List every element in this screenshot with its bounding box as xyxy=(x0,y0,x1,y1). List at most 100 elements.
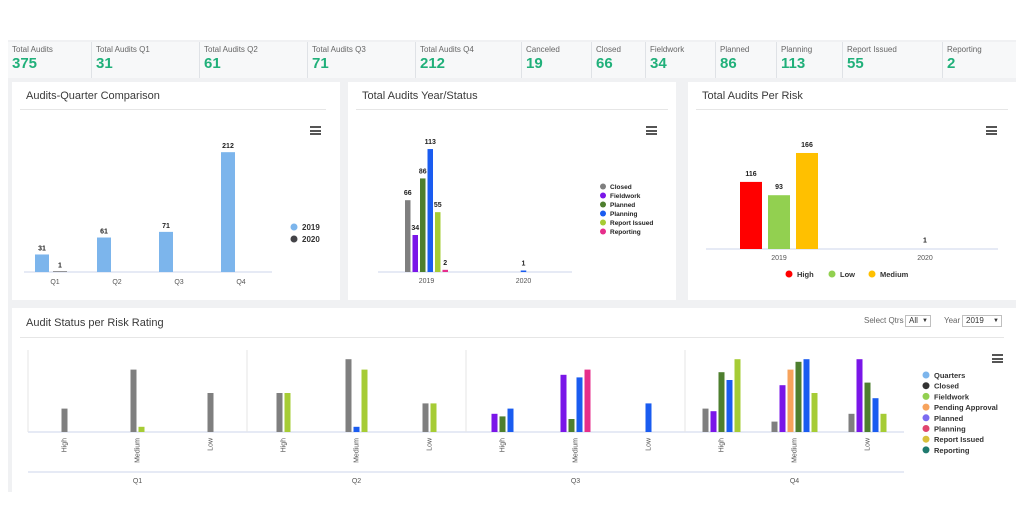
data-label: 1 xyxy=(923,237,927,244)
kpi-value: 71 xyxy=(312,55,329,72)
bar xyxy=(430,403,437,432)
legend-label: Report Issued xyxy=(934,435,984,444)
legend-marker xyxy=(922,425,930,432)
bar xyxy=(207,393,214,432)
panel-divider xyxy=(20,109,326,110)
chart-menu-icon[interactable] xyxy=(986,126,997,135)
category-label: Low xyxy=(865,437,872,451)
bar xyxy=(702,408,709,432)
x-tick-label: 2019 xyxy=(419,278,435,285)
bar xyxy=(718,372,725,432)
panel-title: Total Audits Year/Status xyxy=(362,90,478,102)
legend-label: Low xyxy=(840,270,855,279)
kpi-card: Total Audits 375 xyxy=(8,42,91,78)
kpi-value: 66 xyxy=(596,55,613,72)
x-tick-label: Q4 xyxy=(236,279,245,286)
chart-menu-icon[interactable] xyxy=(646,126,657,135)
data-label: 212 xyxy=(222,143,234,150)
category-label: Medium xyxy=(573,438,580,463)
bar xyxy=(734,359,741,432)
legend-marker xyxy=(922,446,930,454)
kpi-card: Total Audits Q1 31 xyxy=(91,42,199,78)
bar xyxy=(520,270,527,272)
legend-label: Planned xyxy=(934,414,964,423)
legend-label: Report Issued xyxy=(610,220,653,227)
data-label: 31 xyxy=(38,245,46,252)
chart-menu-icon[interactable] xyxy=(310,126,321,135)
data-label: 55 xyxy=(434,202,442,209)
legend-marker xyxy=(828,270,836,278)
x-tick-label: 2020 xyxy=(516,278,532,285)
chevron-down-icon: ▼ xyxy=(922,318,928,324)
kpi-value: 2 xyxy=(947,55,956,72)
dashboard: Total Audits 375 Total Audits Q1 31 Total Au… xyxy=(8,40,1016,492)
group-label: Q4 xyxy=(790,478,799,485)
legend-marker xyxy=(922,435,930,443)
data-label: 71 xyxy=(162,223,170,230)
kpi-card: Closed 66 xyxy=(591,42,645,78)
bar xyxy=(880,413,887,432)
bar xyxy=(795,361,802,432)
kpi-value: 375 xyxy=(12,55,38,72)
legend-label: Closed xyxy=(610,184,632,191)
bar xyxy=(35,254,49,272)
quarter-select-value: All xyxy=(909,316,918,325)
legend-label: Pending Approval xyxy=(934,403,998,412)
kpi-label: Closed xyxy=(596,45,621,54)
panel-divider xyxy=(20,337,1004,338)
legend-label: Fieldwork xyxy=(610,193,641,200)
data-label: 113 xyxy=(425,139,436,146)
category-label: High xyxy=(281,438,288,453)
legend-label: Planning xyxy=(610,211,637,218)
category-label: Low xyxy=(208,437,215,451)
kpi-card: Fieldwork 34 xyxy=(645,42,715,78)
bar xyxy=(726,380,733,432)
group-label: Q1 xyxy=(133,478,142,485)
bar xyxy=(442,269,448,272)
category-label: High xyxy=(719,438,726,453)
kpi-label: Report Issued xyxy=(847,45,897,54)
status-risk-chart: Q1 High Medium Low Q2 High Medium Low Q3 High Medi… xyxy=(27,350,998,485)
kpi-value: 212 xyxy=(420,55,446,72)
bar xyxy=(420,178,426,272)
bar xyxy=(422,403,429,432)
legend-label: 2020 xyxy=(302,235,320,244)
x-tick-label: Q2 xyxy=(112,279,121,286)
kpi-label: Fieldwork xyxy=(650,45,685,54)
data-label: 66 xyxy=(404,190,412,197)
bar xyxy=(568,419,575,432)
kpi-card: Total Audits Q4 212 xyxy=(415,42,521,78)
panel-title: Audits-Quarter Comparison xyxy=(26,90,160,102)
chart-menu-icon[interactable] xyxy=(992,354,1003,363)
bar xyxy=(560,374,567,432)
legend-label: Fieldwork xyxy=(934,392,970,401)
bar xyxy=(864,382,871,432)
bar xyxy=(779,385,786,432)
bar xyxy=(796,152,818,249)
legend-label: Reporting xyxy=(934,446,970,455)
kpi-label: Total Audits Q3 xyxy=(312,45,366,54)
bar xyxy=(811,393,818,432)
legend-label: Medium xyxy=(880,270,909,279)
status-risk-panel: Audit Status per Risk Rating Select Qtrs… xyxy=(12,308,1016,492)
bar xyxy=(803,359,810,432)
kpi-strip: Total Audits 375 Total Audits Q1 31 Total Au… xyxy=(8,42,1016,78)
legend-label: Planned xyxy=(610,202,635,209)
legend-marker xyxy=(868,270,876,278)
kpi-label: Reporting xyxy=(947,45,982,54)
quarter-select[interactable]: All ▼ xyxy=(905,315,931,327)
group-label: Q3 xyxy=(571,478,580,485)
data-label: 93 xyxy=(775,184,783,191)
bar xyxy=(787,369,794,432)
bar xyxy=(872,398,879,432)
x-tick-label: 2020 xyxy=(917,255,933,262)
year-select[interactable]: 2019 ▼ xyxy=(962,315,1002,327)
year-select-value: 2019 xyxy=(966,316,984,325)
kpi-label: Total Audits Q4 xyxy=(420,45,474,54)
legend-marker xyxy=(922,403,930,411)
kpi-value: 61 xyxy=(204,55,221,72)
quarter-comparison-chart: Q1 31 1 Q2 61 Q3 71 Q4 212 2019 2020 xyxy=(24,143,320,286)
panel-title: Total Audits Per Risk xyxy=(702,90,803,102)
bar xyxy=(768,195,790,249)
kpi-card: Total Audits Q2 61 xyxy=(199,42,307,78)
